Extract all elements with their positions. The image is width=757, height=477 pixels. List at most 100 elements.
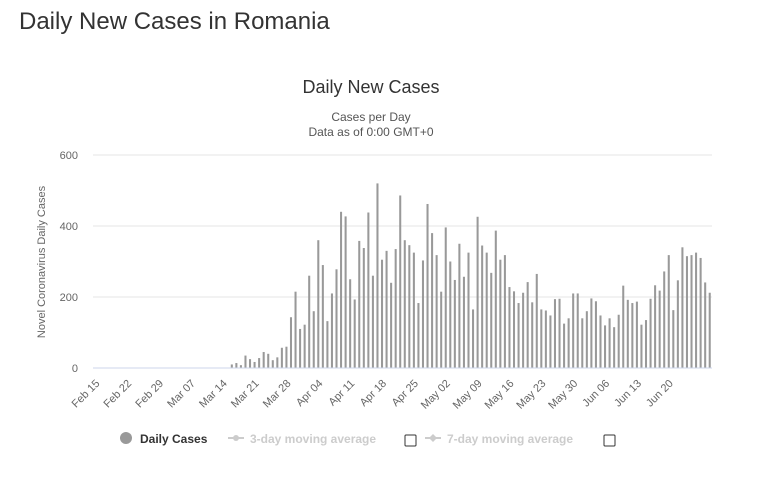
bar [499, 259, 502, 368]
bar [458, 243, 461, 368]
y-axis-label: Novel Coronavirus Daily Cases [36, 185, 48, 338]
bar [239, 365, 242, 368]
legend-symbol-3day-marker [233, 435, 239, 441]
bar [262, 352, 265, 368]
bar [362, 248, 365, 368]
bar [654, 285, 657, 368]
bars [230, 183, 711, 368]
x-tick-label: Mar 14 [197, 378, 230, 411]
bar [626, 299, 629, 368]
y-tick-label: 600 [60, 150, 78, 162]
bar [695, 252, 698, 368]
x-tick-label: Mar 07 [165, 378, 198, 411]
bar [244, 355, 247, 368]
bar [344, 216, 347, 368]
bar [704, 282, 707, 368]
bar [549, 315, 552, 368]
y-tick-label: 400 [60, 221, 78, 233]
legend-item-7day-average[interactable]: 7-day moving average [425, 432, 573, 446]
bar [672, 310, 675, 368]
bar [376, 183, 379, 368]
bar [594, 301, 597, 368]
x-tick-label: Mar 28 [261, 378, 294, 411]
legend: Daily Cases 3-day moving average 7-day m… [120, 432, 616, 447]
bar [312, 311, 315, 368]
bar [590, 298, 593, 368]
x-tick-label: Feb 29 [133, 378, 166, 411]
bar [685, 256, 688, 368]
bar [481, 245, 484, 368]
x-tick-label: Feb 22 [102, 378, 135, 411]
grid-lines [93, 154, 712, 298]
x-tick-label: May 02 [419, 378, 453, 412]
bar [444, 227, 447, 368]
bar [540, 309, 543, 368]
legend-item-daily-cases[interactable]: Daily Cases [120, 432, 208, 446]
bar [503, 255, 506, 368]
x-tick-label: Apr 11 [326, 378, 357, 409]
bar [644, 320, 648, 368]
bar [258, 358, 261, 368]
checkbox-7day-average[interactable] [603, 434, 616, 447]
legend-item-3day-average[interactable]: 3-day moving average [228, 432, 376, 446]
bar [453, 279, 456, 368]
y-tick-label: 200 [60, 292, 78, 304]
bar [390, 282, 393, 368]
bar [399, 195, 402, 368]
bar [658, 290, 661, 368]
bar [371, 275, 374, 368]
bar [276, 357, 279, 368]
bar [567, 318, 570, 368]
bar [526, 282, 529, 368]
bar [667, 255, 670, 368]
bar [235, 363, 238, 368]
bar [631, 303, 634, 368]
bar [340, 211, 343, 368]
bar [476, 216, 479, 368]
bar [353, 299, 356, 368]
bar [608, 318, 611, 368]
bar [535, 273, 538, 368]
bar [449, 261, 452, 368]
bar [440, 291, 443, 368]
x-tick-label: Jun 13 [612, 378, 644, 410]
x-tick-label: May 16 [483, 378, 517, 412]
y-tick-labels: 0 200 400 600 [60, 150, 78, 375]
x-tick-labels: Feb 15 Feb 22 Feb 29 Mar 07 Mar 14 Mar 21 Mar … [70, 378, 676, 412]
bar [417, 303, 420, 368]
bar [435, 255, 438, 368]
bar [572, 293, 575, 368]
bar [581, 318, 584, 368]
checkbox-3day-average[interactable] [404, 434, 417, 447]
chart-subtitle-line1: Cases per Day [331, 110, 410, 124]
legend-label-7day-average: 7-day moving average [447, 432, 573, 446]
bar [271, 360, 274, 368]
bar [640, 324, 643, 368]
x-tick-label: Apr 04 [294, 378, 325, 409]
bar [708, 292, 711, 368]
bar [622, 285, 625, 368]
bar [308, 275, 311, 368]
x-tick-label: May 23 [514, 378, 548, 412]
bar [349, 279, 352, 368]
bar [358, 240, 361, 368]
legend-symbol-7day-marker [429, 434, 437, 442]
bar [558, 298, 561, 368]
bar [613, 327, 616, 368]
x-tick-label: Jun 20 [644, 378, 676, 410]
bar [676, 280, 679, 368]
bar [335, 269, 338, 368]
x-tick-label: May 09 [451, 378, 485, 412]
bar [299, 328, 302, 368]
bar [690, 255, 693, 368]
x-tick-label: Apr 18 [358, 378, 389, 409]
bar [285, 346, 288, 368]
bar [563, 323, 566, 368]
bar [249, 359, 252, 368]
bar [421, 260, 425, 368]
bar [663, 271, 666, 368]
y-tick-label: 0 [72, 363, 78, 375]
bar [403, 240, 406, 368]
bar [280, 347, 283, 368]
